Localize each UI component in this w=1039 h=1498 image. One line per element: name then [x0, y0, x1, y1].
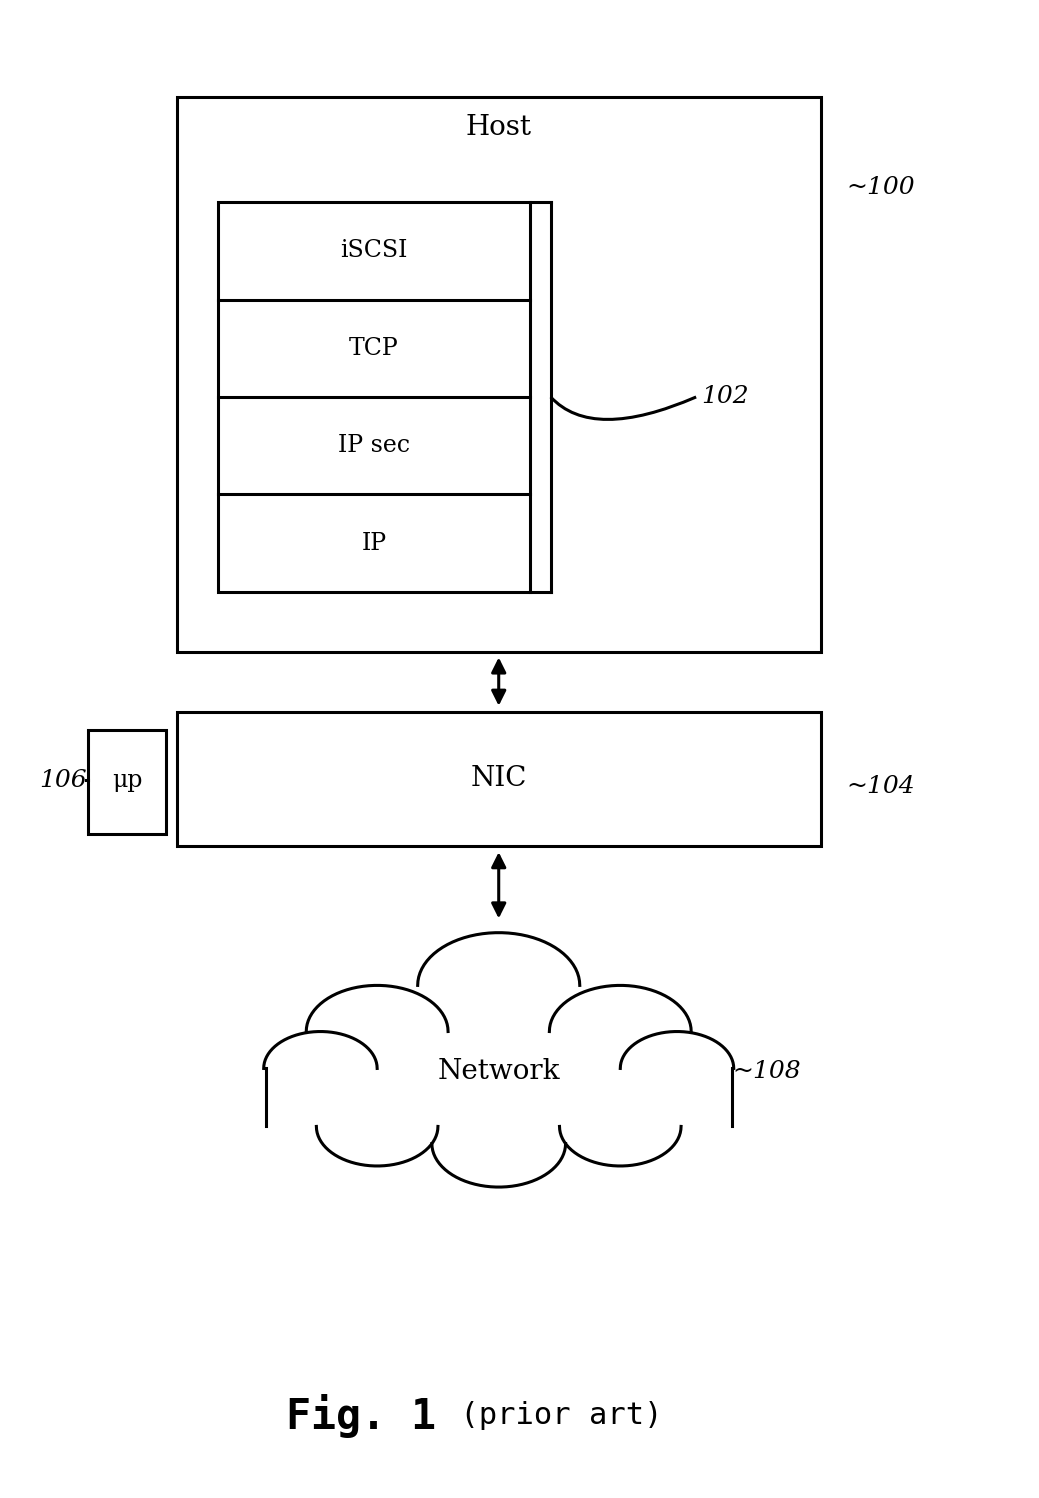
- Text: IP sec: IP sec: [338, 434, 410, 457]
- Text: ~100: ~100: [847, 175, 915, 199]
- Text: NIC: NIC: [471, 765, 527, 792]
- Polygon shape: [418, 933, 580, 986]
- Text: ~104: ~104: [847, 774, 915, 798]
- Polygon shape: [559, 1126, 682, 1165]
- Text: Network: Network: [437, 1058, 560, 1085]
- Polygon shape: [550, 986, 691, 1032]
- Text: IP: IP: [362, 532, 387, 554]
- Text: (prior art): (prior art): [442, 1401, 662, 1431]
- Polygon shape: [316, 1126, 438, 1165]
- Polygon shape: [264, 1032, 377, 1068]
- Polygon shape: [307, 986, 448, 1032]
- Text: iSCSI: iSCSI: [341, 240, 407, 262]
- Text: 102: 102: [701, 385, 749, 409]
- Bar: [218, 202, 530, 592]
- Bar: [177, 712, 821, 846]
- Text: ~108: ~108: [732, 1059, 801, 1083]
- Bar: [88, 730, 166, 834]
- Text: TCP: TCP: [349, 337, 399, 360]
- Bar: [177, 97, 821, 652]
- Text: Fig. 1: Fig. 1: [287, 1393, 436, 1438]
- Polygon shape: [620, 1032, 734, 1068]
- Ellipse shape: [307, 953, 691, 1164]
- Polygon shape: [432, 1143, 565, 1186]
- Text: 106: 106: [39, 768, 87, 792]
- Text: Host: Host: [465, 114, 532, 141]
- Text: μp: μp: [112, 768, 142, 792]
